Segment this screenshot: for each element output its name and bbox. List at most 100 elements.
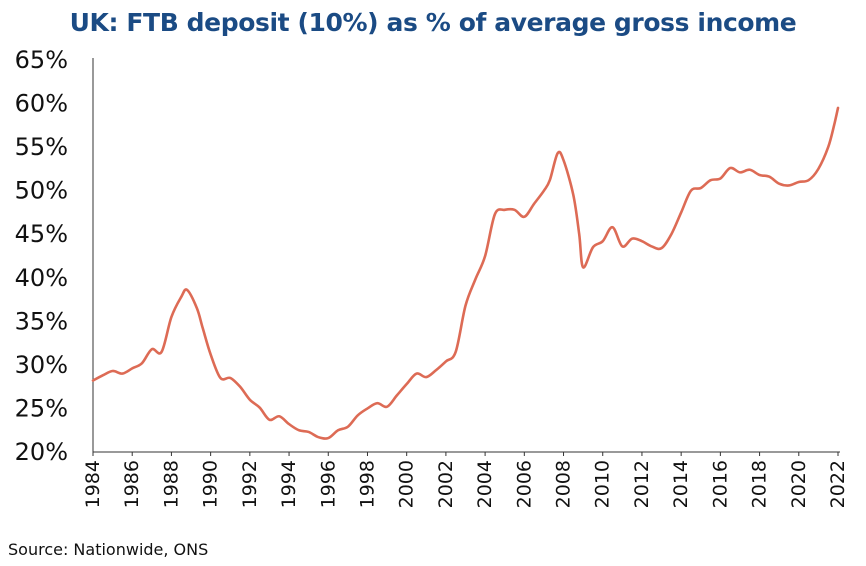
x-tick-label: 1990 [200, 460, 222, 508]
data-point [827, 146, 829, 148]
data-point [602, 240, 604, 242]
data-point [778, 183, 780, 185]
data-point [514, 209, 516, 211]
y-axis-ticks: 20% 25% 30% 35% 40% 45% 50% 55% 60% 65% [15, 46, 68, 466]
data-point [563, 159, 565, 161]
x-tick-label: 2000 [396, 460, 418, 508]
data-point [376, 402, 378, 404]
y-tick-label: 30% [15, 351, 68, 379]
data-point [278, 415, 280, 417]
y-tick-label: 20% [15, 438, 68, 466]
data-point [92, 380, 94, 382]
data-point [102, 374, 104, 376]
data-point [465, 305, 467, 307]
data-point [151, 348, 153, 350]
y-tick-label: 65% [15, 46, 68, 74]
data-point [578, 233, 580, 235]
x-tick-label: 2016 [709, 460, 731, 508]
x-tick-label: 2018 [749, 460, 771, 508]
data-point [317, 436, 319, 438]
data-point [833, 124, 835, 126]
data-point [259, 407, 261, 409]
data-point [268, 419, 270, 421]
data-point [366, 407, 368, 409]
series-line-0 [91, 106, 840, 440]
data-point [670, 233, 672, 235]
data-point [651, 245, 653, 247]
data-point [768, 176, 770, 178]
y-tick-label: 40% [15, 264, 68, 292]
x-tick-label: 2008 [553, 460, 575, 508]
data-point [808, 179, 810, 181]
data-point [396, 394, 398, 396]
data-point [298, 429, 300, 431]
data-point [631, 238, 633, 240]
data-point [445, 360, 447, 362]
data-point [474, 279, 476, 281]
data-point [219, 377, 221, 379]
data-point [161, 351, 163, 353]
data-point [327, 437, 329, 439]
data-point [592, 246, 594, 248]
data-point [288, 423, 290, 425]
x-tick-label: 2002 [435, 460, 457, 508]
data-point [455, 351, 457, 353]
data-point [729, 167, 731, 169]
data-point [612, 226, 614, 228]
data-point [543, 190, 545, 192]
x-tick-label: 2022 [827, 460, 849, 508]
data-point [523, 216, 525, 218]
x-tick-label: 1986 [121, 460, 143, 508]
data-point [112, 370, 114, 372]
chart-title: UK: FTB deposit (10%) as % of average gr… [69, 8, 797, 37]
data-point [557, 152, 559, 154]
data-point [347, 426, 349, 428]
y-tick-label: 60% [15, 90, 68, 118]
data-point [202, 327, 204, 329]
data-point [680, 211, 682, 213]
x-tick-label: 2012 [631, 460, 653, 508]
chart-axes [92, 58, 840, 453]
x-tick-label: 2010 [592, 460, 614, 508]
data-point [249, 399, 251, 401]
data-point [357, 414, 359, 416]
data-point [386, 406, 388, 408]
data-point [798, 181, 800, 183]
x-axis-ticks: 1984 1986 1988 1990 1992 1994 1996 1998 2000 2002… [82, 452, 849, 508]
data-point [749, 169, 751, 171]
x-tick-label: 2006 [513, 460, 535, 508]
data-point [690, 190, 692, 192]
data-point [641, 240, 643, 242]
data-point [196, 307, 198, 309]
data-point [582, 266, 584, 268]
x-tick-label: 1984 [82, 460, 104, 508]
data-point [170, 316, 172, 318]
data-point [494, 213, 496, 215]
data-point [710, 179, 712, 181]
series-layer [91, 106, 840, 440]
data-point [229, 377, 231, 379]
y-tick-label: 45% [15, 220, 68, 248]
x-tick-label: 1994 [278, 460, 300, 508]
x-tick-label: 1998 [356, 460, 378, 508]
x-tick-label: 2014 [670, 460, 692, 508]
data-point [308, 431, 310, 433]
data-point [817, 168, 819, 170]
data-point [406, 383, 408, 385]
data-point [425, 376, 427, 378]
source-note: Source: Nationwide, ONS [8, 540, 209, 559]
y-tick-label: 55% [15, 133, 68, 161]
data-point [484, 255, 486, 257]
data-point [572, 194, 574, 196]
data-point [415, 373, 417, 375]
x-tick-label: 2004 [474, 460, 496, 508]
data-point [210, 353, 212, 355]
y-tick-label: 50% [15, 177, 68, 205]
y-tick-label: 35% [15, 307, 68, 335]
x-tick-label: 2020 [788, 460, 810, 508]
data-point [621, 245, 623, 247]
data-point [141, 362, 143, 364]
data-point [837, 107, 839, 109]
data-point [661, 247, 663, 249]
